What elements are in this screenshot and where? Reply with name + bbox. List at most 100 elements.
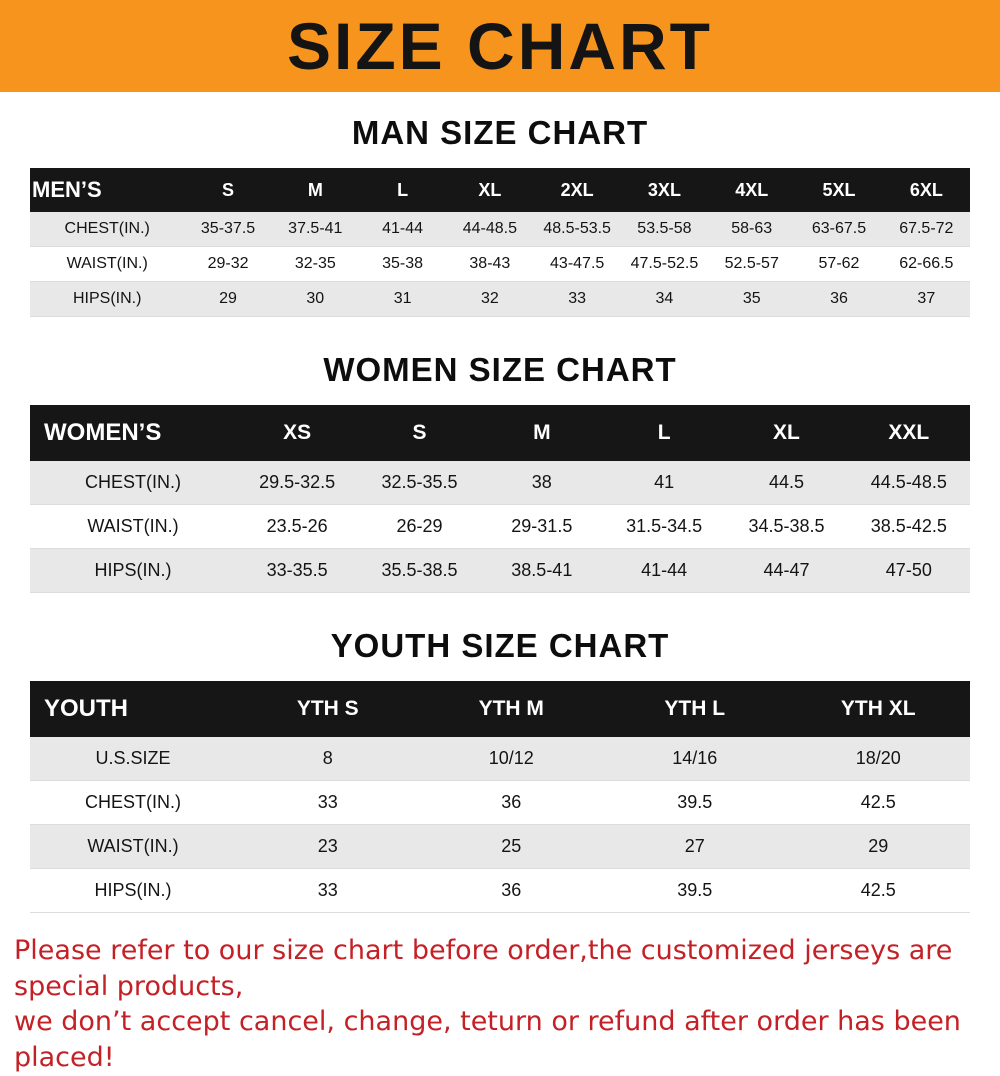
size-column-header: M [480,405,603,461]
size-value: 30 [271,281,359,317]
size-column-header: YTH L [603,681,787,737]
size-section: YOUTH SIZE CHART YOUTH YTH S YTH M YTH L YTH … [0,627,1000,913]
size-value: 67.5-72 [882,212,970,247]
table-row: U.S.SIZE 8 10/12 14/16 18/20 [30,737,970,781]
size-value: 33-35.5 [236,548,359,593]
table-row: CHEST(IN.) 29.5-32.5 32.5-35.5 38 41 44.5 44.5… [30,461,970,505]
size-value: 31 [358,281,447,317]
size-section: WOMEN SIZE CHART WOMEN’S XS S M L XL XXL CHEST(I… [0,351,1000,593]
size-value: 41 [602,461,726,505]
table-corner-label: WOMEN’S [30,405,236,461]
section-title: YOUTH SIZE CHART [330,627,670,664]
footer-line-1: Please refer to our size chart before or… [14,935,953,1002]
size-value: 33 [236,780,420,825]
size-column-header: 4XL [708,168,796,212]
size-column-header: YTH M [419,681,603,737]
table-corner-label: YOUTH [30,681,236,737]
size-value: 44-48.5 [446,212,534,247]
row-label: HIPS(IN.) [30,281,185,317]
size-value: 35 [708,281,796,317]
size-value: 36 [419,868,603,913]
size-value: 58-63 [708,212,796,247]
size-value: 29-32 [184,246,272,282]
size-value: 8 [236,737,420,781]
size-value: 29.5-32.5 [236,461,359,505]
table-row: WAIST(IN.) 23.5-26 26-29 29-31.5 31.5-34.5 34… [30,504,970,549]
row-label: CHEST(IN.) [30,780,236,825]
section-title: MAN SIZE CHART [351,114,649,151]
row-label: CHEST(IN.) [30,461,236,505]
size-value: 23.5-26 [236,504,359,549]
size-table: MEN’S S M L XL 2XL 3XL 4XL 5XL 6XL CHEST(IN.) 35-37… [30,168,970,317]
size-value: 47.5-52.5 [620,246,709,282]
section-title: WOMEN SIZE CHART [323,351,677,388]
size-value: 36 [795,281,883,317]
size-value: 52.5-57 [708,246,796,282]
size-value: 32-35 [271,246,359,282]
size-value: 57-62 [795,246,883,282]
size-column-header: XL [725,405,848,461]
size-value: 14/16 [603,737,787,781]
table-header-row: MEN’S S M L XL 2XL 3XL 4XL 5XL 6XL [30,168,970,212]
size-column-header: L [358,168,447,212]
size-value: 18/20 [786,737,970,781]
size-value: 43-47.5 [533,246,621,282]
size-value: 41-44 [358,212,447,247]
table-row: WAIST(IN.) 29-32 32-35 35-38 38-43 43-47.5 47.… [30,246,970,282]
row-label: U.S.SIZE [30,737,236,781]
table-header-row: WOMEN’S XS S M L XL XXL [30,405,970,461]
size-value: 44.5-48.5 [847,461,970,505]
size-value: 53.5-58 [620,212,709,247]
size-value: 10/12 [419,737,603,781]
size-value: 36 [419,780,603,825]
table-corner-label: MEN’S [30,168,185,212]
size-column-header: XS [236,405,359,461]
size-column-header: 5XL [795,168,883,212]
size-column-header: 6XL [882,168,970,212]
size-value: 29-31.5 [480,504,603,549]
size-value: 37 [882,281,970,317]
size-value: 32.5-35.5 [358,461,481,505]
row-label: HIPS(IN.) [30,548,236,593]
size-value: 38.5-41 [480,548,603,593]
footer-note: Please refer to our size chart before or… [14,933,986,1076]
size-value: 34 [620,281,709,317]
size-value: 37.5-41 [271,212,359,247]
size-value: 23 [236,824,420,869]
size-value: 62-66.5 [882,246,970,282]
size-value: 42.5 [786,868,970,913]
size-value: 34.5-38.5 [725,504,848,549]
table-row: CHEST(IN.) 35-37.5 37.5-41 41-44 44-48.5 48.5… [30,212,970,247]
size-value: 47-50 [847,548,970,593]
row-label: WAIST(IN.) [30,246,185,282]
table-row: HIPS(IN.) 33-35.5 35.5-38.5 38.5-41 41-44 44-… [30,548,970,593]
size-table: WOMEN’S XS S M L XL XXL CHEST(IN.) 29.5-32.5 32.5… [30,405,970,593]
size-column-header: YTH XL [786,681,970,737]
size-value: 38-43 [446,246,534,282]
size-value: 44.5 [725,461,848,505]
size-value: 33 [236,868,420,913]
size-value: 38 [480,461,603,505]
size-value: 35.5-38.5 [358,548,481,593]
size-value: 35-38 [358,246,447,282]
size-value: 38.5-42.5 [847,504,970,549]
size-value: 32 [446,281,534,317]
row-label: WAIST(IN.) [30,504,236,549]
size-value: 48.5-53.5 [533,212,621,247]
row-label: WAIST(IN.) [30,824,236,869]
size-column-header: S [184,168,272,212]
table-row: CHEST(IN.) 33 36 39.5 42.5 [30,780,970,825]
table-header-row: YOUTH YTH S YTH M YTH L YTH XL [30,681,970,737]
size-value: 44-47 [725,548,848,593]
size-value: 39.5 [603,780,787,825]
sections-container: MAN SIZE CHART MEN’S S M L XL 2XL 3XL 4XL 5XL 6XL C… [0,114,1000,913]
size-value: 39.5 [603,868,787,913]
size-column-header: XXL [847,405,970,461]
page-title: SIZE CHART [287,9,713,83]
row-label: HIPS(IN.) [30,868,236,913]
size-table: YOUTH YTH S YTH M YTH L YTH XL U.S.SIZE 8 10/12… [30,681,970,913]
size-value: 33 [533,281,621,317]
banner: SIZE CHART [0,0,1000,92]
table-row: HIPS(IN.) 29 30 31 32 33 34 35 36 37 [30,281,970,317]
